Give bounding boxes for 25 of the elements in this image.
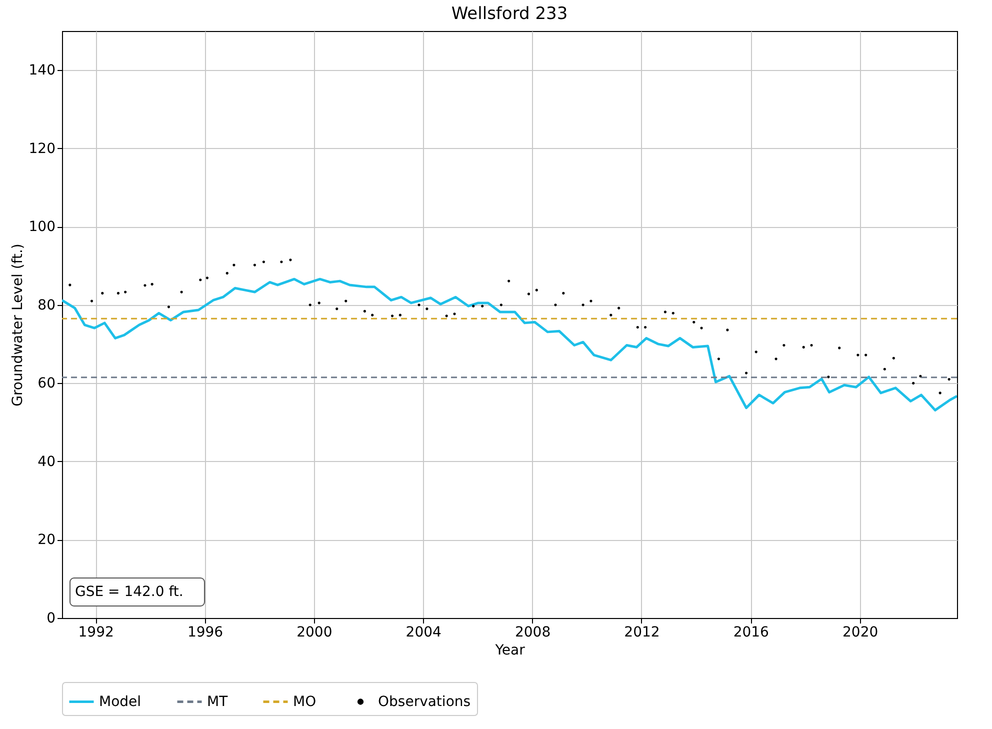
annotation: GSE = 142.0 ft. xyxy=(75,584,184,600)
y-tick-label: 100 xyxy=(28,219,56,236)
legend-label: MO xyxy=(293,694,316,710)
y-tick-label: 140 xyxy=(28,62,56,79)
legend-label: Model xyxy=(99,694,142,710)
x-tick-label: 2020 xyxy=(842,624,878,640)
x-tick-label: 2016 xyxy=(733,624,770,640)
x-tick-label: 2008 xyxy=(514,624,551,640)
x-tick-label: 1992 xyxy=(78,624,114,640)
legend-label: MT xyxy=(207,694,228,710)
x-tick-label: 2000 xyxy=(296,624,332,640)
y-tick-label: 60 xyxy=(38,376,56,392)
chart-title: Wellsford 233 xyxy=(451,4,568,24)
y-axis-title: Groundwater Level (ft.) xyxy=(10,244,26,406)
x-axis-title: Year xyxy=(494,642,526,658)
legend-label: Observations xyxy=(378,694,471,710)
y-tick-label: 0 xyxy=(46,610,56,626)
y-tick-label: 120 xyxy=(28,140,56,157)
y-tick-label: 40 xyxy=(38,454,56,470)
x-tick-label: 1996 xyxy=(187,624,224,640)
line-series xyxy=(62,278,957,412)
y-tick-label: 20 xyxy=(38,532,56,548)
x-tick-label: 2012 xyxy=(624,624,660,640)
x-tick-label: 2004 xyxy=(406,624,442,640)
y-tick-label: 80 xyxy=(38,297,56,314)
